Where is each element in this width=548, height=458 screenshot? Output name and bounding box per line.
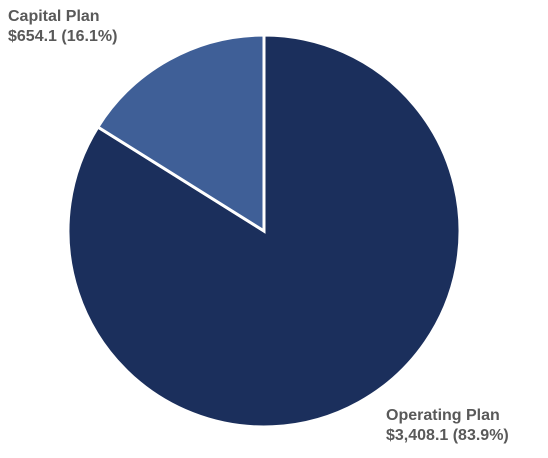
capital-plan-label: Capital Plan $654.1 (16.1%) bbox=[8, 7, 117, 47]
pie-slice-capital-plan bbox=[95, 33, 266, 234]
pie-slices-group bbox=[66, 33, 462, 429]
capital-plan-name: Capital Plan bbox=[8, 8, 100, 25]
operating-plan-name: Operating Plan bbox=[386, 407, 500, 424]
capital-plan-value: $654.1 (16.1%) bbox=[8, 28, 118, 45]
operating-plan-value: $3,408.1 (83.9%) bbox=[386, 427, 509, 444]
operating-plan-label: Operating Plan $3,408.1 (83.9%) bbox=[386, 406, 509, 446]
